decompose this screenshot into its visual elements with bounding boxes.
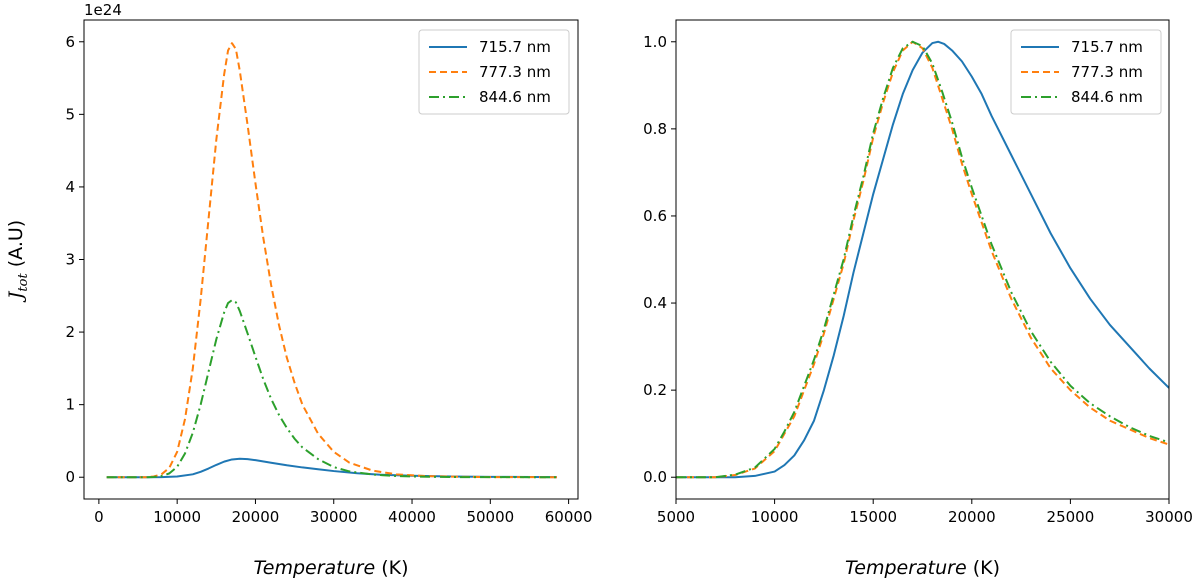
y-tick-label: 1 bbox=[65, 396, 75, 414]
x-tick-label: 0 bbox=[94, 508, 104, 526]
x-tick-label: 15000 bbox=[849, 508, 897, 526]
x-tick-label: 40000 bbox=[388, 508, 436, 526]
series-line-777-3-nm bbox=[106, 42, 557, 479]
legend-label: 844.6 nm bbox=[1071, 88, 1143, 106]
x-axis-label: Temperature (K) bbox=[254, 557, 409, 579]
legend-label: 715.7 nm bbox=[1071, 38, 1143, 56]
legend-box bbox=[418, 29, 570, 115]
y-tick-label: 6 bbox=[65, 33, 75, 51]
legend: 715.7 nm 777.3 nm 844.6 nm bbox=[1010, 29, 1162, 115]
legend-label: 777.3 nm bbox=[479, 63, 551, 81]
y-tick-label: 3 bbox=[65, 251, 75, 269]
y-tick-label: 0.6 bbox=[643, 207, 667, 225]
y-axis-label: Jtot (A.U) bbox=[5, 220, 31, 303]
y-tick-label: 0.2 bbox=[643, 381, 667, 399]
x-tick-label: 25000 bbox=[1047, 508, 1095, 526]
y-tick-label: 0.4 bbox=[643, 294, 667, 312]
x-tick-label: 60000 bbox=[545, 508, 593, 526]
y-tick-label: 4 bbox=[65, 178, 75, 196]
legend-label: 715.7 nm bbox=[479, 38, 551, 56]
series-line-844-6-nm bbox=[676, 40, 1169, 479]
x-axis-label: Temperature (K) bbox=[845, 557, 1000, 579]
x-tick-label: 50000 bbox=[466, 508, 514, 526]
y-tick-label: 0.0 bbox=[643, 468, 667, 486]
x-tick-label: 10000 bbox=[751, 508, 799, 526]
series-line-844-6-nm bbox=[106, 299, 557, 479]
plot-frame bbox=[675, 19, 1170, 500]
y-offset-text: 1e24 bbox=[84, 1, 122, 19]
series-line-715-7-nm bbox=[106, 457, 557, 479]
y-tick-label: 0.8 bbox=[643, 120, 667, 138]
legend-label: 844.6 nm bbox=[479, 88, 551, 106]
y-tick-label: 1.0 bbox=[643, 33, 667, 51]
x-tick-label: 20000 bbox=[948, 508, 996, 526]
series-line-715-7-nm bbox=[676, 40, 1169, 479]
legend: 715.7 nm 777.3 nm 844.6 nm bbox=[418, 29, 570, 115]
x-tick-label: 20000 bbox=[232, 508, 280, 526]
right-chart-panel: 5000 10000 15000 20000 25000 30000 0.0 0.2 0.4 0.… bbox=[643, 19, 1193, 579]
x-tick-label: 5000 bbox=[657, 508, 695, 526]
x-tick-label: 30000 bbox=[1145, 508, 1193, 526]
left-chart-panel: 0 10000 20000 30000 40000 50000 60000 0 1 2 3 4 5 6 1e… bbox=[5, 1, 592, 579]
x-tick-label: 30000 bbox=[310, 508, 358, 526]
y-tick-label: 0 bbox=[65, 468, 75, 486]
y-tick-label: 5 bbox=[65, 105, 75, 123]
legend-box bbox=[1010, 29, 1162, 115]
y-tick-label: 2 bbox=[65, 323, 75, 341]
legend-label: 777.3 nm bbox=[1071, 63, 1143, 81]
x-tick-label: 10000 bbox=[153, 508, 201, 526]
